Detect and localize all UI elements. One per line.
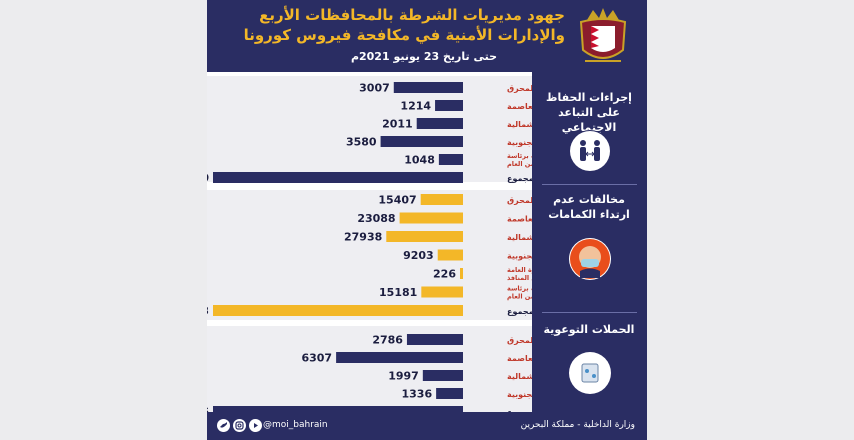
bar-3-2: [336, 352, 463, 363]
category-label: الجنوبية: [507, 252, 532, 261]
bar-1-6: [213, 172, 463, 183]
youtube-icon[interactable]: [249, 419, 262, 432]
sidebar-divider: [542, 312, 637, 313]
bar-2-1: [420, 194, 463, 205]
category-label: الأمن العام: [507, 159, 532, 168]
category-label: المحرق: [507, 336, 532, 345]
bar-value-label: 2786: [372, 334, 403, 347]
date-line: حتى تاريخ 23 يونيو 2021م: [350, 50, 497, 63]
title-line-1: جهود مديريات الشرطة بالمحافظات الأربع: [259, 6, 565, 24]
bar-value-label: 12426: [207, 406, 209, 413]
category-label: العاصمة: [507, 102, 532, 111]
category-label: العاصمة: [507, 215, 532, 224]
bar-value-label: 2011: [382, 118, 413, 131]
footer-organization: وزارة الداخلية - مملكة البحرين: [520, 420, 635, 430]
bar-value-label: 3007: [359, 82, 390, 95]
category-label: الشمالية: [507, 372, 532, 381]
bar-value-label: 3580: [346, 136, 377, 149]
bar-3-1: [406, 334, 463, 345]
category-label: لأمن المنافذ: [507, 273, 532, 282]
bar-value-label: 1997: [388, 370, 419, 383]
bar-value-label: 1214: [400, 100, 431, 113]
sidebar-divider: [542, 184, 637, 185]
category-label: إدارة العمليات برئاسة: [507, 152, 532, 160]
category-label: الجنوبية: [507, 138, 532, 147]
face-mask-person-icon: [569, 238, 611, 280]
bar-2-3: [386, 231, 463, 242]
category-label: المجموع: [507, 408, 532, 412]
sidebar-title-campaigns: الحملات التوعوية: [543, 323, 635, 336]
bar-value-label: 15181: [379, 286, 417, 299]
bar-1-2: [435, 100, 463, 111]
bar-2-4: [437, 249, 463, 261]
ministry-emblem-icon: [579, 8, 627, 62]
bar-3-5: [213, 406, 463, 412]
bar-value-label: 10860: [207, 172, 209, 185]
category-label: الأمن العام: [507, 292, 532, 301]
category-label: الجنوبية: [507, 390, 532, 399]
bar-1-3: [416, 118, 463, 129]
bar-value-label: 9203: [403, 249, 434, 262]
bar-value-label: 1048: [404, 154, 435, 167]
category-label: المحرق: [507, 84, 532, 93]
bar-value-label: 91043: [207, 305, 209, 318]
sidebar-title-masks: مخالفات عدم ارتداء الكمامات: [548, 193, 630, 221]
header-banner: جهود مديريات الشرطة بالمحافظات الأربع وا…: [207, 0, 647, 72]
category-label: العاصمة: [507, 354, 532, 363]
title-line-2: والإدارات الأمنية في مكافحة فيروس كورونا: [243, 26, 565, 44]
bar-3-4: [436, 388, 463, 399]
category-label: المحرق: [507, 196, 532, 205]
category-label: المجموع: [507, 174, 532, 183]
bar-2-6: [421, 286, 463, 298]
twitter-icon[interactable]: [217, 419, 230, 432]
category-label: الشمالية: [507, 233, 532, 242]
category-label: إدارة العمليات برئاسة: [507, 285, 532, 293]
bar-3-3: [422, 370, 463, 381]
awareness-campaign-icon: [569, 352, 611, 394]
social-handle: @moi_bahrain: [263, 420, 328, 430]
bar-1-4: [380, 136, 463, 147]
bar-value-label: 23088: [357, 212, 395, 225]
category-label: الشمالية: [507, 120, 532, 129]
bar-2-5: [460, 268, 463, 279]
bar-value-label: 27938: [344, 231, 382, 244]
bar-1-1: [393, 82, 463, 93]
footer-bar: @moi_bahrain وزارة الداخلية - مملكة البح…: [207, 412, 647, 440]
infographic-poster: جهود مديريات الشرطة بالمحافظات الأربع وا…: [207, 0, 647, 440]
category-label: المجموع: [507, 307, 532, 316]
social-distancing-icon: [569, 130, 611, 172]
bar-chart-area: 3007 المحرق 1214 العاصمة 2011 الشمالية 3580 الج…: [207, 82, 532, 413]
bar-2-2: [399, 212, 463, 224]
category-sidebar: إجراءات الحفاظ على التباعد الاجتماعي مخا…: [532, 72, 647, 412]
bar-value-label: 6307: [301, 352, 332, 365]
bar-value-label: 1336: [401, 388, 432, 401]
instagram-icon[interactable]: [233, 419, 246, 432]
bar-value-label: 15407: [378, 194, 416, 207]
category-label: الإدارة العامة: [507, 266, 532, 274]
sidebar-title-distancing: إجراءات الحفاظ على التباعد الاجتماعي: [546, 91, 632, 134]
bar-2-7: [213, 305, 463, 316]
bar-value-label: 226: [433, 268, 456, 281]
bar-1-5: [438, 154, 463, 165]
